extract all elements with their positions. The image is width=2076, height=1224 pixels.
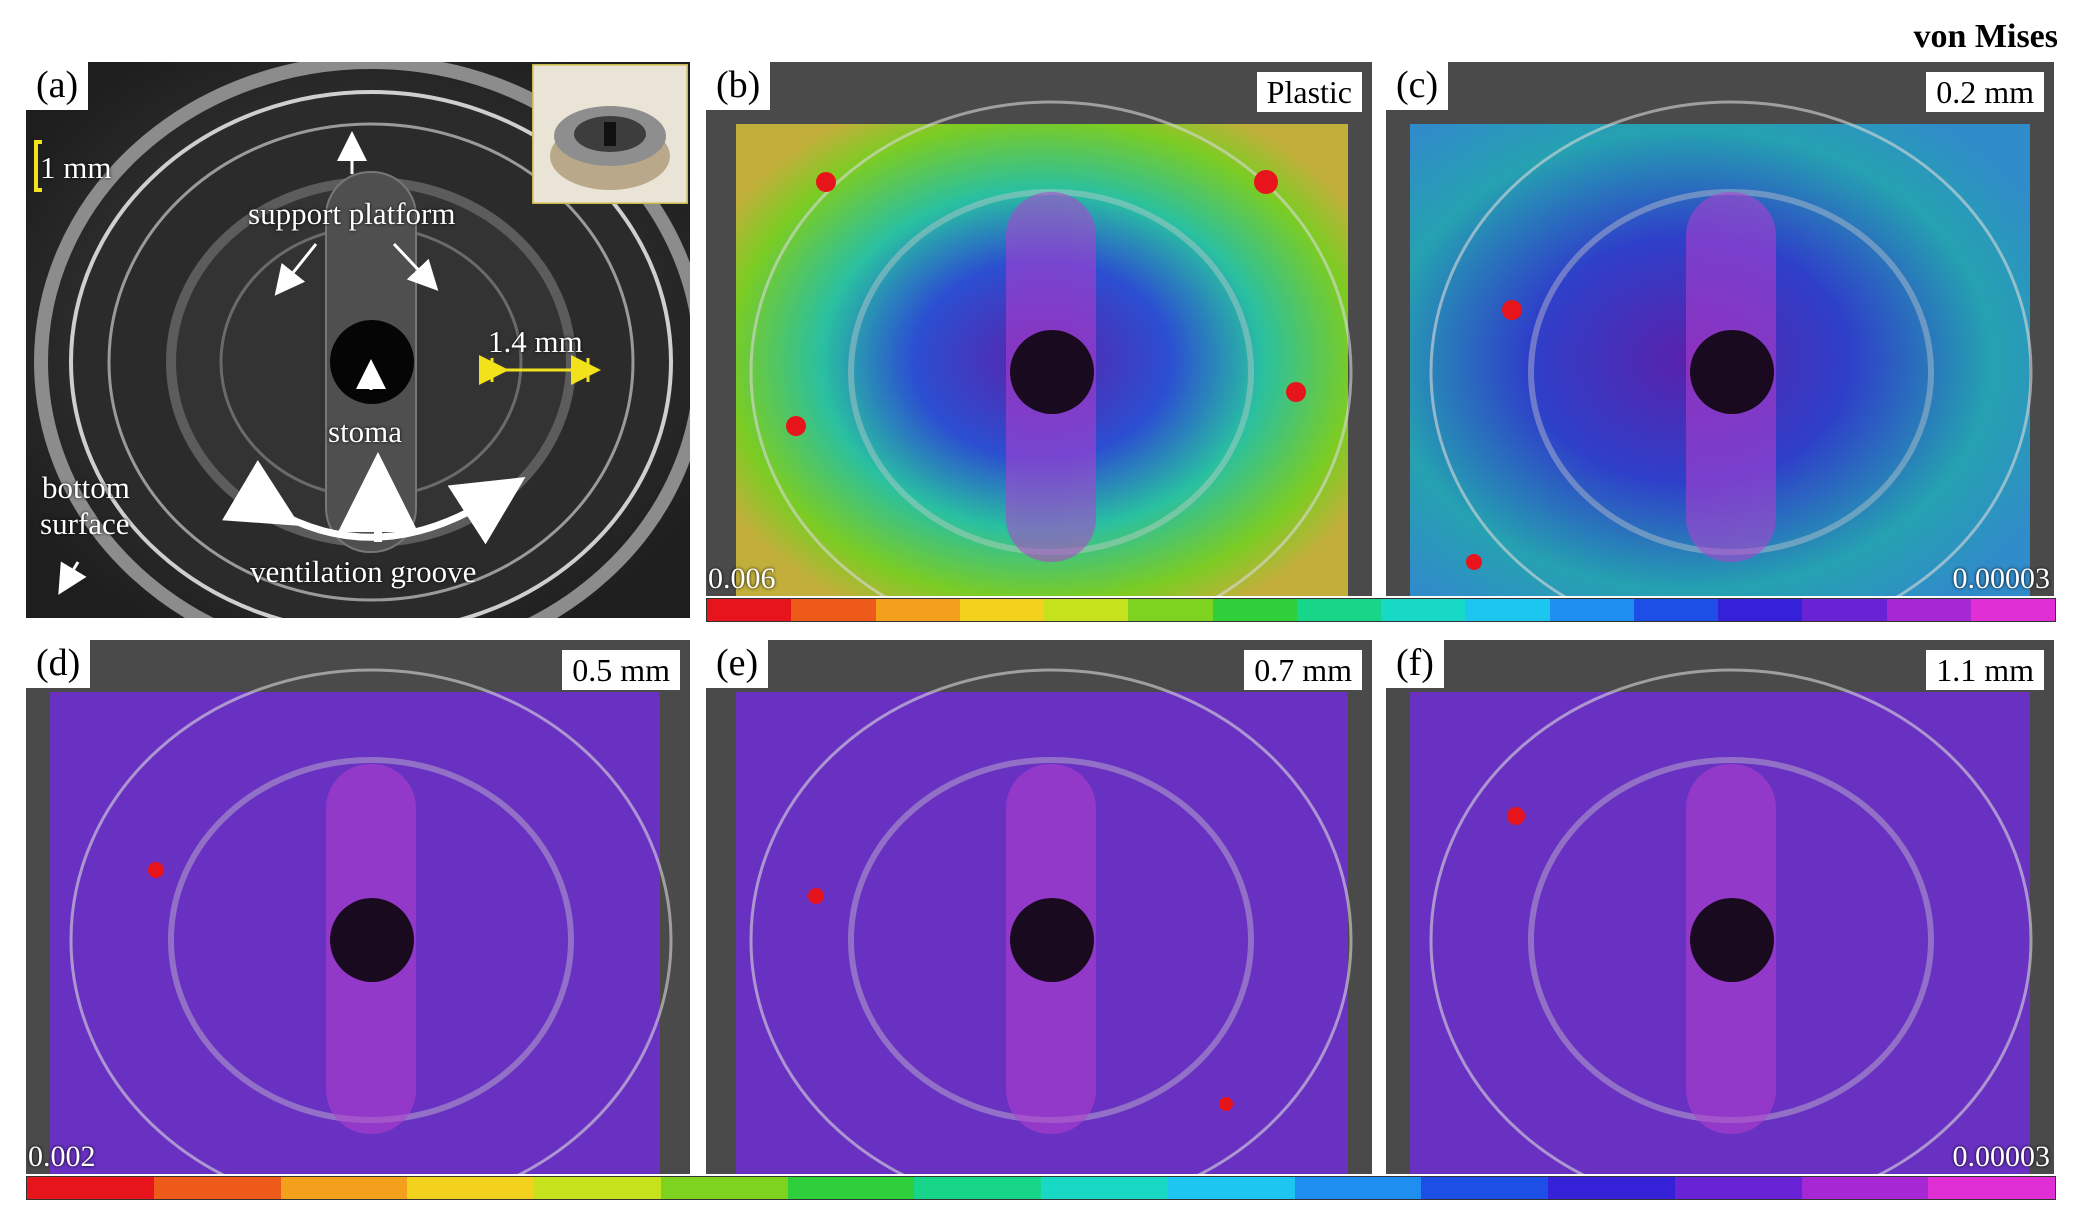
panel-b-tag: Plastic <box>1256 72 1362 112</box>
colorbar-segment <box>1296 599 1381 621</box>
colorbar-segment <box>534 1177 661 1199</box>
colorbar-segment <box>660 1177 788 1199</box>
scale-label: 1 mm <box>40 150 112 185</box>
inset-photo <box>532 64 688 204</box>
colorbar-min-label-bottom: 0.002 <box>28 1140 96 1173</box>
panel-d-tag: 0.5 mm <box>562 650 680 690</box>
colorbar-min-label-top: 0.006 <box>708 562 776 595</box>
panel-e-strain-map: (e) 0.7 mm <box>706 640 1372 1174</box>
colorbar-segment <box>1549 599 1634 621</box>
colorbar-max-label-top: 0.00003 <box>1952 562 2051 595</box>
annotation-arrows <box>58 131 601 595</box>
colorbar-segment <box>787 1177 915 1199</box>
surface-label: surface <box>40 506 130 541</box>
strain-map-b <box>706 62 1372 596</box>
colorbar-segment <box>875 599 960 621</box>
panel-c-label: (c) <box>1386 62 1449 110</box>
colorbar-segment <box>1633 599 1718 621</box>
panel-b-label: (b) <box>706 62 771 110</box>
colorbar-segment <box>1128 599 1213 621</box>
colorbar-segment <box>791 599 876 621</box>
colorbar-segment <box>1674 1177 1802 1199</box>
strain-map-e <box>706 640 1372 1174</box>
dimension-label: 1.4 mm <box>488 324 583 359</box>
colorbar-segment <box>1421 1177 1548 1199</box>
colorbar-segment <box>153 1177 281 1199</box>
figure-title: von Mises <box>1913 18 2059 55</box>
strain-map-f <box>1386 640 2054 1174</box>
bottom-label: bottom <box>42 470 130 505</box>
scale-bar-icon <box>34 140 42 192</box>
colorbar-segment <box>1718 599 1803 621</box>
colorbar-segment <box>1970 599 2055 621</box>
panel-b-strain-map: (b) Plastic 0.006 <box>706 62 1372 596</box>
colorbar-segment <box>1802 599 1887 621</box>
colorbar-segment <box>1801 1177 1929 1199</box>
colorbar-segment <box>1548 1177 1675 1199</box>
colorbar-segment <box>1212 599 1297 621</box>
colorbar-segment <box>1928 1177 2055 1199</box>
colorbar-segment <box>27 1177 154 1199</box>
panel-e-label: (e) <box>706 640 769 688</box>
colorbar-segment <box>407 1177 534 1199</box>
panel-d-strain-map: (d) 0.5 mm 0.002 <box>26 640 690 1174</box>
colorbar-top <box>706 598 2056 622</box>
colorbar-segment <box>1381 599 1466 621</box>
colorbar-bottom <box>26 1176 2056 1200</box>
panel-a-label: (a) <box>26 62 89 110</box>
colorbar-segment <box>1044 599 1129 621</box>
colorbar-segment <box>280 1177 408 1199</box>
colorbar-segment <box>1465 599 1550 621</box>
colorbar-segment <box>1294 1177 1422 1199</box>
colorbar-segment <box>1041 1177 1168 1199</box>
colorbar-segment <box>959 599 1044 621</box>
panel-f-tag: 1.1 mm <box>1926 650 2044 690</box>
panel-e-tag: 0.7 mm <box>1244 650 1362 690</box>
colorbar-segment <box>1167 1177 1295 1199</box>
colorbar-segment <box>1886 599 1971 621</box>
panel-d-label: (d) <box>26 640 91 688</box>
support-platform-label: support platform <box>248 196 456 231</box>
strain-map-c <box>1386 62 2054 596</box>
panel-c-strain-map: (c) 0.2 mm 0.00003 <box>1386 62 2054 596</box>
colorbar-max-label-bottom: 0.00003 <box>1952 1140 2051 1173</box>
panel-c-tag: 0.2 mm <box>1926 72 2044 112</box>
colorbar-segment <box>707 599 792 621</box>
stoma-label: stoma <box>328 414 403 449</box>
panel-a-photo: (a) 1 mm support platform s <box>26 62 690 618</box>
panel-f-strain-map: (f) 1.1 mm 0.00003 <box>1386 640 2054 1174</box>
ventilation-groove-label: ventilation groove <box>250 554 477 589</box>
strain-map-d <box>26 640 690 1174</box>
colorbar-segment <box>914 1177 1041 1199</box>
panel-f-label: (f) <box>1386 640 1444 688</box>
